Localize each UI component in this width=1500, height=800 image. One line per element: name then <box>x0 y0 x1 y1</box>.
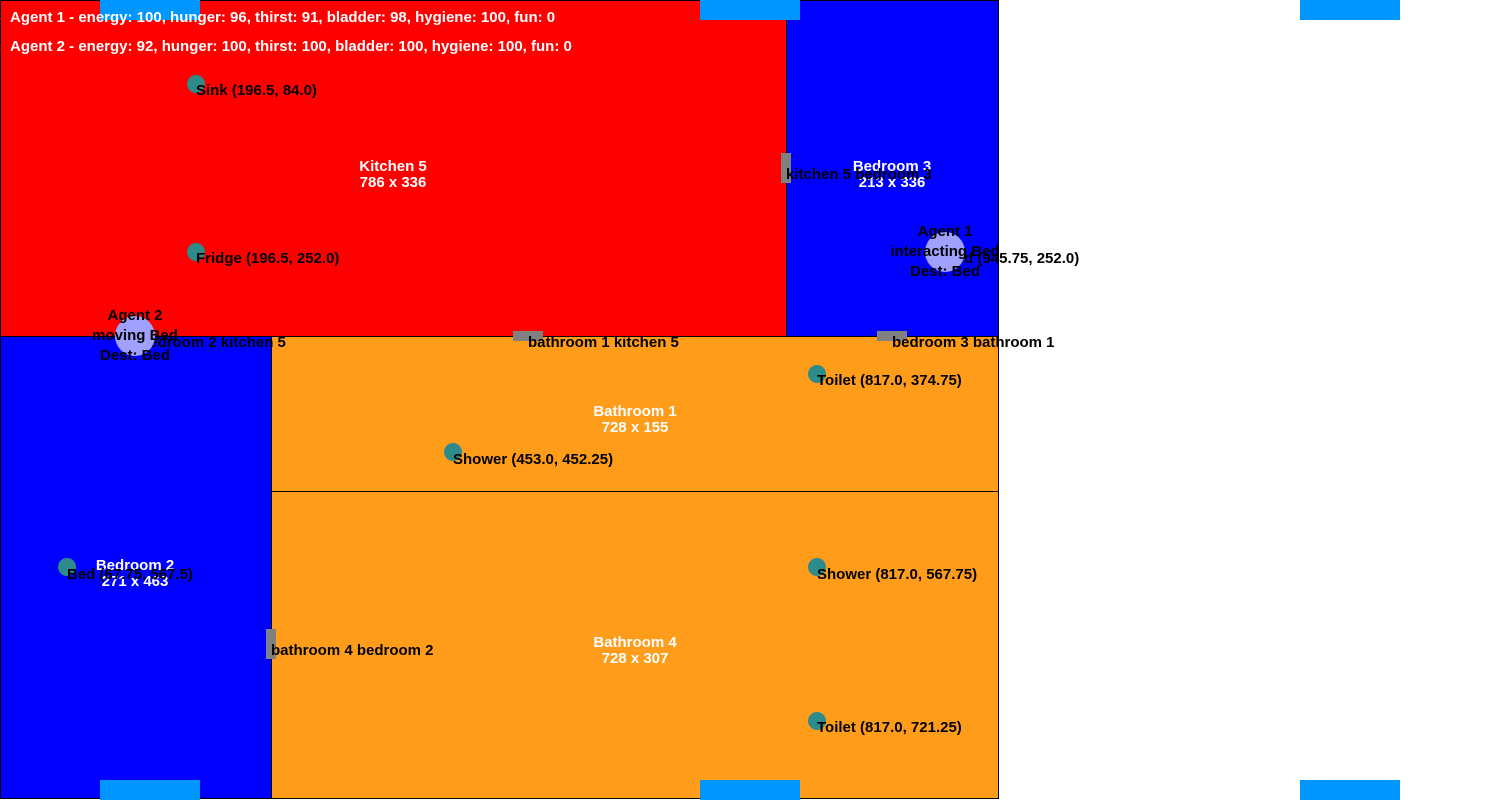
door-label-bedroom3-bathroom1: bedroom 3 bathroom 1 <box>892 334 1055 351</box>
door-label-bedroom2-kitchen5: bedroom 2 kitchen 5 <box>140 334 286 351</box>
agent-2-state: moving Bed <box>92 327 178 344</box>
door-label-bathroom1-kitchen5: bathroom 1 kitchen 5 <box>528 334 679 351</box>
agent-1-state: interacting Bed <box>890 243 1000 260</box>
fridge-label: Fridge (196.5, 252.0) <box>196 250 340 267</box>
room-label-bedroom-3: Bedroom 3 213 x 336 <box>853 159 931 191</box>
room-bedroom-3 <box>786 0 999 337</box>
door-bathroom1-kitchen5[interactable] <box>513 331 543 341</box>
room-name: Bathroom 1 <box>593 403 677 420</box>
room-name: Bathroom 4 <box>593 634 677 651</box>
room-bathroom-1 <box>271 336 999 492</box>
toilet-icon[interactable] <box>808 712 826 730</box>
window-bottom-3 <box>1300 780 1400 800</box>
room-name: Kitchen 5 <box>359 158 427 175</box>
room-name: Bedroom 2 <box>95 557 175 574</box>
sink-label: Sink (196.5, 84.0) <box>196 82 317 99</box>
agent-1-info: Agent 1 interacting Bed Dest: Bed <box>890 222 999 282</box>
fridge-icon[interactable] <box>187 243 205 261</box>
toilet-label-bathroom-1: Toilet (817.0, 374.75) <box>817 372 962 389</box>
agent-2-info: Agent 2 moving Bed Dest: Bed <box>92 306 178 366</box>
window-bottom-2 <box>700 780 800 800</box>
room-kitchen-5 <box>0 0 787 337</box>
room-label-bathroom-4: Bathroom 4 728 x 307 <box>593 635 676 667</box>
agent-1-status: Agent 1 - energy: 100, hunger: 96, thirs… <box>10 9 556 26</box>
agent-2-status: Agent 2 - energy: 92, hunger: 100, thirs… <box>10 38 572 55</box>
agent-2-dest: Dest: Bed <box>99 347 170 364</box>
door-label-bathroom4-bedroom2: bathroom 4 bedroom 2 <box>271 642 434 659</box>
room-size: 786 x 336 <box>359 174 427 191</box>
bed-label-bedroom-2: Bed (67.75, 567.5) <box>67 566 193 583</box>
room-size: 213 x 336 <box>858 174 926 191</box>
room-name: Bedroom 3 <box>852 158 932 175</box>
door-kitchen-bedroom3[interactable] <box>781 153 791 183</box>
bed-label-bedroom-3: Bed (945.75, 252.0) <box>945 250 1080 267</box>
window-top-2 <box>700 0 800 20</box>
toilet-icon[interactable] <box>808 365 826 383</box>
window-top-1 <box>100 0 200 20</box>
agent-1-avatar[interactable] <box>925 232 965 272</box>
room-bathroom-4 <box>271 491 999 799</box>
shower-icon[interactable] <box>444 443 462 461</box>
agent-1-name: Agent 1 <box>917 223 973 240</box>
agent-2-avatar[interactable] <box>115 316 155 356</box>
agent-2-name: Agent 2 <box>107 307 163 324</box>
agent-1-dest: Dest: Bed <box>909 263 980 280</box>
bed-icon[interactable] <box>58 558 76 576</box>
toilet-label-bathroom-4: Toilet (817.0, 721.25) <box>817 719 962 736</box>
door-bathroom4-bedroom2[interactable] <box>266 629 276 659</box>
room-label-kitchen-5: Kitchen 5 786 x 336 <box>359 159 427 191</box>
shower-label-bathroom-1: Shower (453.0, 452.25) <box>453 451 614 468</box>
sink-icon[interactable] <box>187 75 205 93</box>
room-size: 271 x 463 <box>101 573 169 590</box>
door-label-kitchen-bedroom3: kitchen 5 bedroom 3 <box>786 166 932 183</box>
shower-label-bathroom-4: Shower (817.0, 567.75) <box>817 566 978 583</box>
door-bedroom3-bathroom1[interactable] <box>877 331 907 341</box>
room-size: 728 x 307 <box>601 650 669 667</box>
room-label-bathroom-1: Bathroom 1 728 x 155 <box>593 404 676 436</box>
room-size: 728 x 155 <box>601 419 669 436</box>
window-top-3 <box>1300 0 1400 20</box>
shower-icon[interactable] <box>808 558 826 576</box>
window-bottom-1 <box>100 780 200 800</box>
room-label-bedroom-2: Bedroom 2 271 x 463 <box>96 558 174 590</box>
